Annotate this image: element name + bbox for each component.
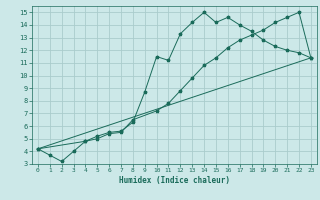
X-axis label: Humidex (Indice chaleur): Humidex (Indice chaleur): [119, 176, 230, 185]
